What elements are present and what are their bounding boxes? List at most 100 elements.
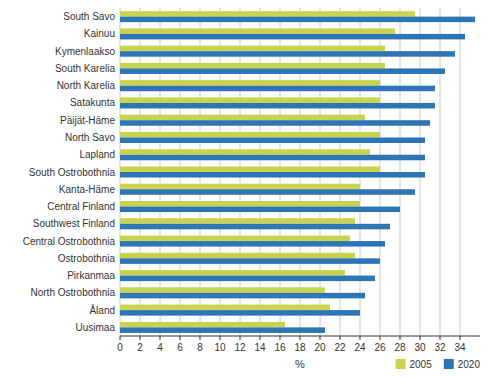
legend-swatch: [396, 359, 406, 369]
tick-label: 2: [137, 342, 143, 353]
category-label: South Ostrobothnia: [29, 167, 116, 178]
tick-label: 14: [254, 342, 266, 353]
bar: [120, 155, 425, 161]
bar: [120, 253, 355, 259]
tick-mark: [340, 336, 341, 340]
category-label: Lapland: [79, 149, 115, 160]
tick-label: 22: [334, 342, 346, 353]
bar: [120, 132, 380, 138]
bar: [120, 28, 395, 34]
category-label: North Savo: [65, 132, 115, 143]
category-label: Satakunta: [70, 97, 115, 108]
bar: [120, 51, 455, 57]
bar: [120, 172, 425, 178]
tick-label: 28: [394, 342, 406, 353]
legend-swatch: [444, 359, 454, 369]
tick-label: 4: [157, 342, 163, 353]
tick-label: 10: [214, 342, 226, 353]
legend: 2005 2020: [396, 359, 481, 370]
tick-label: 20: [314, 342, 326, 353]
x-axis-label: %: [295, 358, 305, 370]
category-label: Päijät-Häme: [60, 115, 115, 126]
bar: [120, 241, 385, 247]
tick-label: 16: [274, 342, 286, 353]
category-label: Kanta-Häme: [59, 184, 116, 195]
bar: [120, 189, 415, 195]
tick-mark: [400, 336, 401, 340]
legend-label: 2020: [458, 359, 481, 370]
category-label: South Karelia: [55, 63, 115, 74]
bar: [120, 17, 475, 23]
category-label: Central Finland: [47, 201, 115, 212]
tick-label: 26: [374, 342, 386, 353]
bar: [120, 270, 345, 276]
tick-label: 12: [234, 342, 246, 353]
bar: [120, 258, 380, 264]
tick-mark: [260, 336, 261, 340]
bar: [120, 103, 435, 109]
chart: South Savo Kainuu Kymenlaakso South Karelia…: [0, 0, 491, 378]
tick-label: 34: [454, 342, 466, 353]
bar: [120, 322, 285, 328]
bar: [120, 115, 365, 121]
grid: [120, 8, 460, 336]
bar: [120, 201, 360, 207]
bar: [120, 293, 365, 299]
bar: [120, 120, 430, 126]
tick-label: 8: [197, 342, 203, 353]
bar: [120, 166, 380, 172]
bar: [120, 276, 375, 282]
tick-mark: [140, 336, 141, 340]
grid-line: [440, 8, 441, 336]
bar: [120, 80, 380, 86]
category-label: Åland: [89, 304, 115, 316]
tick-mark: [280, 336, 281, 340]
tick-mark: [460, 336, 461, 340]
tick-mark: [200, 336, 201, 340]
legend-label: 2005: [410, 359, 433, 370]
tick-mark: [420, 336, 421, 340]
tick-label: 18: [294, 342, 306, 353]
bar: [120, 310, 360, 316]
bar: [120, 224, 390, 230]
category-label: Uusimaa: [76, 322, 116, 333]
grid-line: [460, 8, 461, 336]
bar: [120, 236, 350, 242]
tick-mark: [360, 336, 361, 340]
category-label: South Savo: [63, 11, 115, 22]
bar: [120, 97, 380, 103]
category-label: North Ostrobothnia: [31, 287, 116, 298]
bar: [120, 184, 360, 190]
tick-mark: [320, 336, 321, 340]
tick-mark: [120, 336, 121, 340]
category-label: Kainuu: [84, 28, 115, 39]
category-label: Ostrobothnia: [58, 253, 116, 264]
bars: [120, 11, 475, 333]
y-axis: South Savo Kainuu Kymenlaakso South Karelia…: [23, 11, 116, 333]
category-label: Kymenlaakso: [55, 46, 115, 57]
bar: [120, 86, 435, 92]
tick-label: 30: [414, 342, 426, 353]
tick-mark: [380, 336, 381, 340]
bar: [120, 68, 445, 74]
bar: [120, 46, 385, 52]
tick-mark: [180, 336, 181, 340]
bar: [120, 207, 400, 213]
tick-mark: [240, 336, 241, 340]
bar: [120, 11, 415, 17]
bar: [120, 305, 330, 311]
tick-mark: [160, 336, 161, 340]
x-axis: 0246810121416182022242628303234: [117, 336, 480, 353]
tick-label: 24: [354, 342, 366, 353]
tick-label: 6: [177, 342, 183, 353]
bar: [120, 149, 370, 155]
tick-label: 32: [434, 342, 446, 353]
category-label: North Karelia: [57, 80, 116, 91]
category-label: Central Ostrobothnia: [23, 236, 116, 247]
bar: [120, 63, 385, 69]
tick-label: 0: [117, 342, 123, 353]
bar: [120, 34, 465, 40]
category-label: Southwest Finland: [33, 218, 115, 229]
tick-mark: [300, 336, 301, 340]
tick-mark: [220, 336, 221, 340]
